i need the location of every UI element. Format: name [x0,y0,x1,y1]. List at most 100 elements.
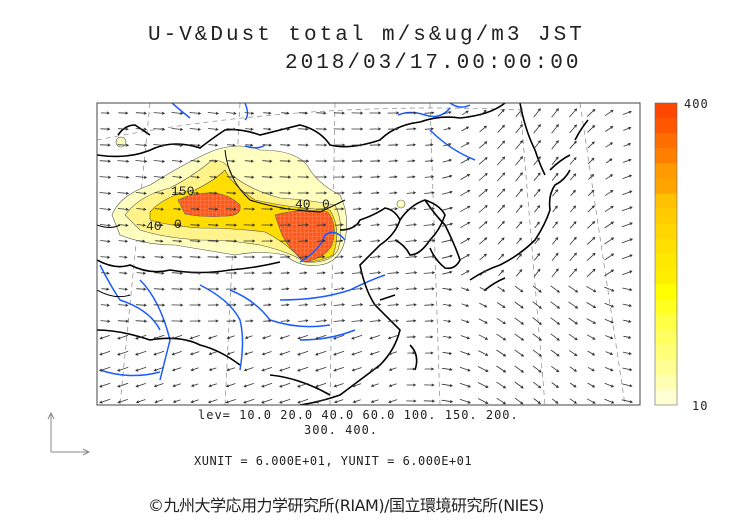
wind-arrow [154,271,165,275]
wind-arrow [136,207,147,211]
wind-arrow [604,318,614,324]
wind-arrow [369,255,381,259]
wind-arrow [189,255,202,259]
colorbar-band [655,103,677,119]
wind-arrow [135,175,148,179]
wind-arrow [315,319,328,323]
wind-arrow [173,207,182,211]
wind-arrow [460,335,471,340]
dust-small-patch [396,199,406,209]
wind-arrow [369,351,380,356]
wind-arrow [569,366,577,372]
wind-arrow [207,303,220,307]
colorbar-max-label: 400 [684,97,709,111]
wind-arrow [117,175,130,179]
wind-arrow [533,172,541,182]
wind-arrow [622,303,633,307]
wind-arrow [622,190,633,196]
wind-arrow [244,175,255,179]
wind-arrow [189,335,200,340]
wind-arrow [569,221,577,229]
wind-arrow [117,334,129,340]
wind-arrow [226,111,237,115]
wind-arrow [369,127,382,131]
wind-arrow [442,367,453,371]
wind-arrow [370,175,381,179]
wind-arrow [243,398,255,404]
wind-arrow [207,271,220,275]
wind-arrow [533,124,541,134]
wind-arrow [171,367,182,372]
wind-arrow [334,271,345,275]
wind-arrow [387,255,400,259]
wind-arrow [100,303,110,307]
wind-arrow [263,111,272,115]
wind-arrow [333,159,346,163]
wind-arrow [279,223,292,227]
wind-arrow [478,188,488,197]
wind-arrow [315,382,327,388]
map-frame [96,102,641,406]
wind-arrow [227,143,236,147]
wind-arrow [135,399,146,404]
wind-arrow [281,303,290,307]
wind-arrow [351,111,364,115]
wind-arrow [117,159,130,163]
wind-arrow [153,319,166,323]
colorbar-band [655,163,677,179]
wind-arrow [622,110,632,115]
wind-arrow [514,285,524,293]
wind-arrow [497,204,506,214]
wind-arrow [459,398,471,404]
wind-arrow [569,108,578,118]
wind-arrow [532,365,542,373]
wind-arrow [479,269,487,276]
wind-arrow [604,302,615,308]
wind-arrow [532,285,542,293]
wind-arrow [135,127,148,131]
wind-arrow [117,350,129,356]
wind-arrow [154,207,165,211]
contour-labels: 150 40 40 0 0 [146,184,330,234]
wind-arrow [460,237,471,244]
wind-arrow [243,239,256,243]
wind-arrow [388,207,399,211]
wind-arrow [387,319,399,323]
wind-arrow [245,127,254,131]
wind-arrow [334,223,344,227]
wind-arrow [405,255,418,259]
wind-arrow [587,141,595,149]
colorbar-band [655,284,677,300]
wind-arrow [208,351,217,356]
wind-arrow [190,143,201,147]
wind-arrow [299,271,308,275]
wind-arrow [261,255,273,259]
wind-arrow [532,333,542,341]
wind-arrow [190,239,201,243]
wind-arrow [405,271,418,275]
wind-arrow [189,287,202,291]
wind-arrow [586,285,597,293]
wind-arrow [315,366,327,372]
wind-arrow [569,124,578,134]
wind-arrow [497,140,506,150]
wind-arrow [478,318,488,324]
wind-arrow [515,204,523,213]
wind-arrow [424,191,435,195]
wind-arrow [479,109,487,116]
wind-arrow [262,159,273,163]
wind-arrow [424,383,435,387]
wind-arrow [99,191,112,195]
wind-arrow [586,334,596,340]
wind-arrow [387,271,400,275]
wind-arrow [263,303,272,307]
colorbar-band [655,344,677,361]
wind-arrow [405,303,417,307]
wind-arrow [478,172,488,181]
wind-arrow [209,175,218,179]
wind-arrow [406,143,417,147]
wind-arrow [171,287,184,291]
wind-arrow [496,333,507,341]
wind-arrow [100,255,111,259]
wind-arrow [136,271,147,275]
